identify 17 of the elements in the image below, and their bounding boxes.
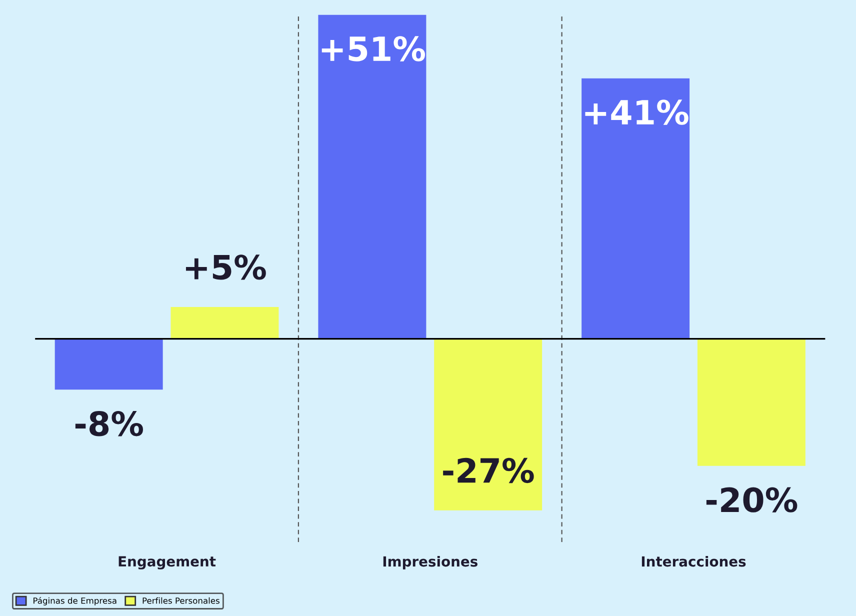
data-label: -8%	[75, 410, 143, 436]
data-label: +5%	[186, 254, 266, 280]
legend-label: Páginas de Empresa	[34, 597, 116, 606]
legend-label: Perfiles Personales	[142, 597, 220, 604]
data-label: -27%	[443, 458, 534, 484]
bar	[697, 338, 806, 466]
bar	[434, 338, 542, 510]
bar	[582, 78, 690, 339]
data-label: -20%	[706, 487, 798, 512]
bar	[318, 14, 426, 339]
data-label: +51%	[322, 36, 425, 62]
data-label: +41%	[585, 100, 688, 125]
bar	[54, 338, 163, 390]
x-tick-label: Impresiones	[383, 556, 478, 570]
x-tick-label: Engagement	[118, 556, 216, 570]
bar	[170, 307, 279, 339]
x-tick-label: Interacciones	[642, 556, 746, 567]
